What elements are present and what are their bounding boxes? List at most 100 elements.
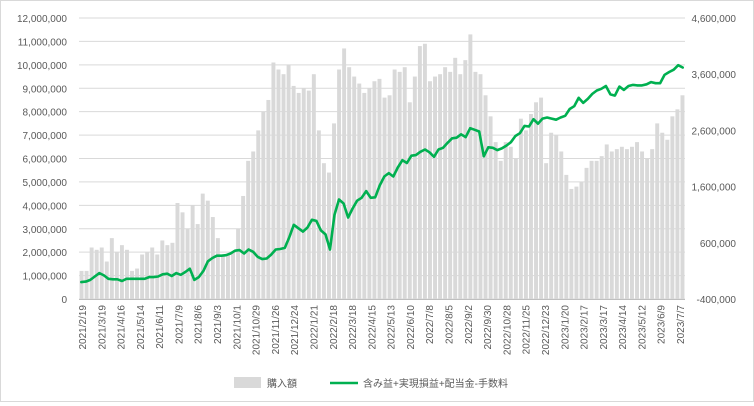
y-left-tick-label: 1,000,000 <box>23 272 68 283</box>
bar <box>483 95 488 300</box>
bar <box>584 167 589 299</box>
x-tick-label: 2022/10/28 <box>502 305 513 355</box>
x-tick-label: 2023/5/12 <box>637 305 648 350</box>
bar <box>251 151 256 299</box>
bar <box>675 109 680 299</box>
y-left-tick-label: 10,000,000 <box>17 61 67 72</box>
bar <box>195 224 200 299</box>
axes: 0 1,000,000 2,000,000 3,000,000 4,000,000 5,0… <box>17 14 736 355</box>
bar <box>301 88 306 299</box>
bar <box>619 146 624 299</box>
bar <box>645 158 650 299</box>
bar <box>604 144 609 299</box>
bar <box>458 74 463 299</box>
bar <box>145 252 150 299</box>
bar <box>463 60 468 300</box>
y-left-tick-label: 0 <box>61 295 67 306</box>
x-tick-label: 2022/9/2 <box>464 305 475 344</box>
bar <box>655 123 660 299</box>
bar <box>513 158 518 299</box>
bar <box>372 81 377 299</box>
bar <box>226 254 230 299</box>
bar <box>428 81 432 299</box>
bar <box>680 95 685 300</box>
legend: 購入額 含み益+実現損益+配当金-手数料 <box>234 377 508 390</box>
x-tick-label: 2022/3/18 <box>348 305 359 350</box>
bar <box>579 181 584 299</box>
bar <box>498 160 503 299</box>
x-tick-label: 2021/6/11 <box>155 305 166 349</box>
x-tick-label: 2023/3/17 <box>599 305 610 350</box>
bar <box>342 48 347 299</box>
bar <box>311 74 316 299</box>
bar <box>523 130 528 299</box>
bar <box>417 46 422 299</box>
x-tick-label: 2022/12/23 <box>541 305 552 355</box>
bar <box>382 97 387 299</box>
x-tick-label: 2023/4/14 <box>618 305 629 350</box>
x-tick-label: 2022/11/25 <box>522 305 533 355</box>
y-right-tick-label: 3,600,000 <box>692 70 737 81</box>
y-left-tick-label: 6,000,000 <box>23 155 68 166</box>
x-tick-label: 2022/7/8 <box>425 305 436 344</box>
bar <box>236 228 241 299</box>
legend-swatch-bars <box>234 377 261 388</box>
bar <box>332 123 336 299</box>
x-tick-label: 2021/11/26 <box>271 305 282 355</box>
bar <box>180 212 185 299</box>
bar <box>135 268 140 299</box>
x-tick-label: 2023/1/20 <box>560 305 571 350</box>
bar <box>650 149 655 299</box>
bar <box>443 67 448 299</box>
y-left-tick-label: 12,000,000 <box>17 14 67 25</box>
bar <box>150 247 155 299</box>
bar <box>473 71 478 299</box>
bar <box>321 163 326 299</box>
bar <box>79 270 84 299</box>
x-tick-label: 2022/8/5 <box>445 305 456 344</box>
bar <box>276 69 281 300</box>
x-tick-label: 2021/7/9 <box>174 305 185 344</box>
bar <box>352 76 357 300</box>
bar <box>327 172 331 299</box>
x-tick-label: 2022/9/30 <box>483 305 494 350</box>
x-tick-label: 2022/2/18 <box>329 305 340 350</box>
x-tick-label: 2023/6/9 <box>657 305 668 344</box>
bar <box>665 139 670 299</box>
bar <box>392 69 397 300</box>
bar <box>165 245 170 299</box>
bar <box>624 149 629 299</box>
bar <box>291 85 296 300</box>
bar <box>564 174 569 299</box>
y-right-tick-label: 2,600,000 <box>692 126 737 137</box>
bar <box>220 254 225 299</box>
bar <box>488 116 493 299</box>
y-right-tick-label: 600,000 <box>700 239 737 250</box>
x-tick-label: 2023/7/7 <box>676 305 687 344</box>
grid-lines <box>79 17 685 300</box>
bar <box>599 156 604 299</box>
legend-label-bars: 購入額 <box>267 377 297 390</box>
bar <box>231 252 235 299</box>
bar <box>589 160 594 299</box>
y-left-tick-label: 11,000,000 <box>18 37 68 48</box>
bar <box>539 97 544 299</box>
bar <box>140 254 145 299</box>
y-left-tick-label: 2,000,000 <box>23 248 68 259</box>
y-left-tick-label: 4,000,000 <box>23 201 68 212</box>
bar <box>215 238 220 299</box>
bar <box>478 74 483 299</box>
bar <box>200 193 205 299</box>
legend-label-line: 含み益+実現損益+配当金-手数料 <box>363 377 508 390</box>
bar <box>630 146 634 299</box>
bar <box>549 132 554 299</box>
y-left-tick-label: 3,000,000 <box>23 225 68 236</box>
bar <box>256 130 261 299</box>
bar <box>271 62 276 299</box>
bar <box>493 142 498 299</box>
bar <box>286 64 291 299</box>
y-left-tick-label: 5,000,000 <box>23 178 68 189</box>
x-tick-label: 2021/10/1 <box>232 305 243 350</box>
bar <box>347 67 352 299</box>
